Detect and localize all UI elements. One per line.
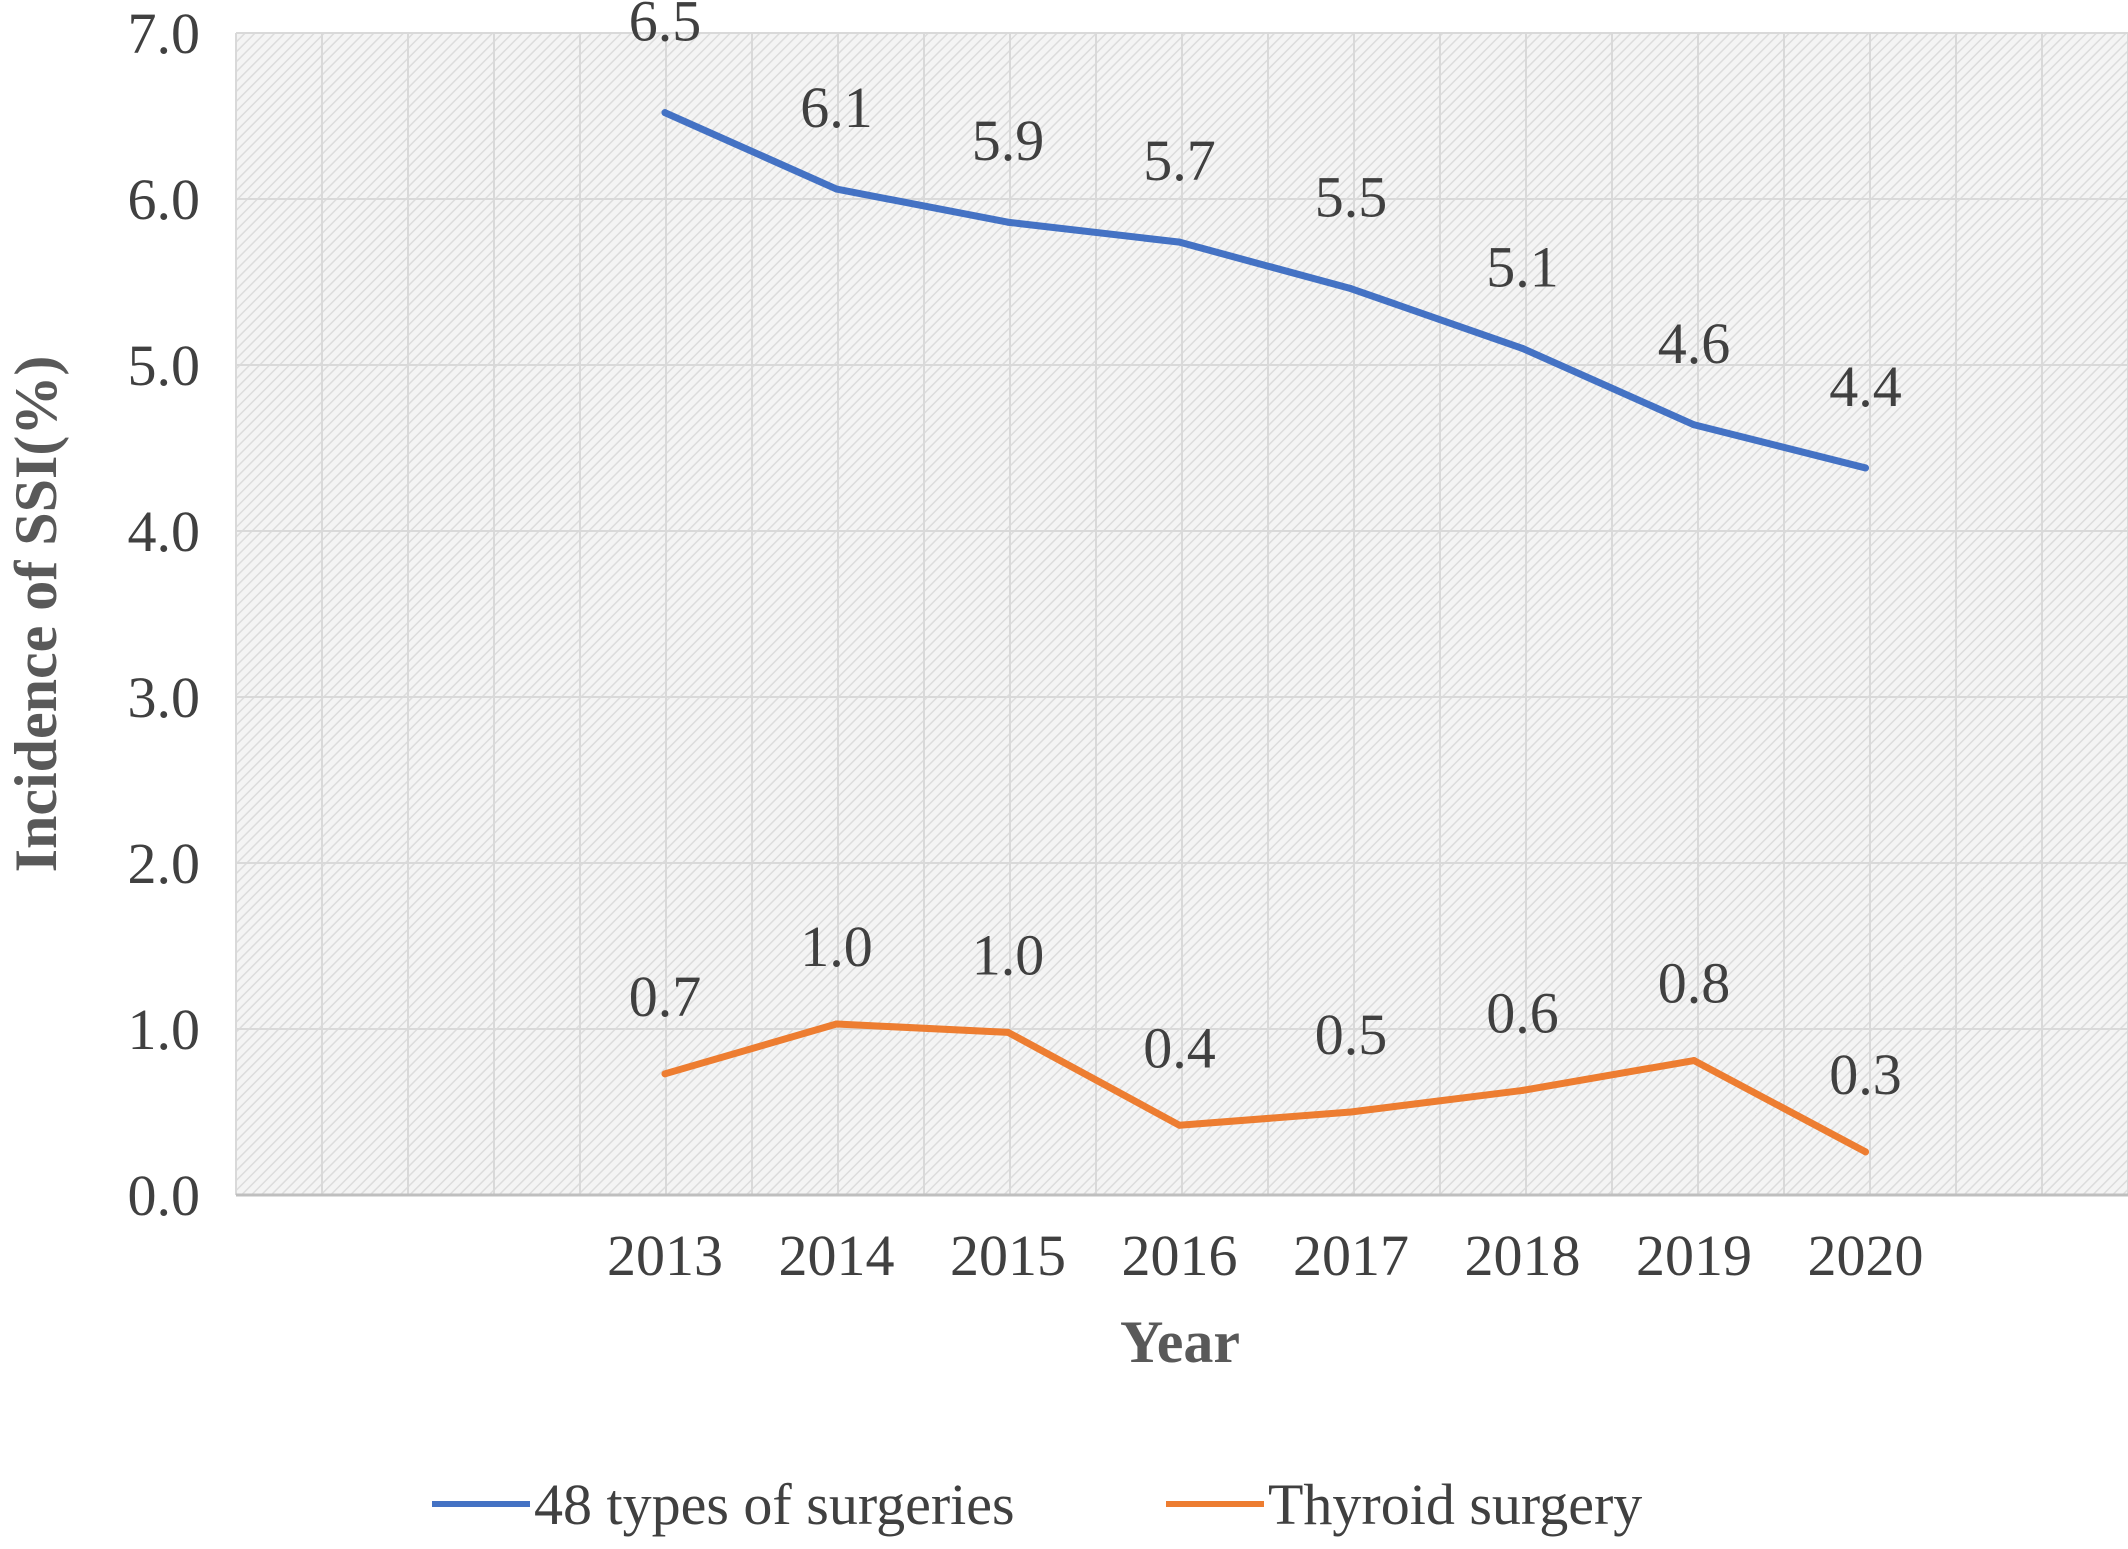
x-tick-label: 2015 (950, 1223, 1066, 1288)
data-point (1519, 1087, 1526, 1094)
x-tick-label: 2017 (1293, 1223, 1409, 1288)
legend-label-48-types: 48 types of surgeries (534, 1472, 1015, 1537)
y-tick-label: 5.0 (128, 333, 201, 398)
data-label: 6.5 (629, 0, 702, 54)
data-point (1005, 219, 1012, 226)
x-tick-label: 2014 (779, 1223, 895, 1288)
data-point (1519, 345, 1526, 352)
data-label: 4.6 (1658, 311, 1731, 376)
y-axis-title: Incidence of SSI(%) (3, 356, 69, 873)
data-label: 6.1 (800, 75, 873, 140)
data-point (1348, 1109, 1355, 1116)
data-label: 0.7 (629, 964, 702, 1029)
x-tick-label: 2018 (1465, 1223, 1581, 1288)
y-tick-label: 3.0 (128, 665, 201, 730)
y-tick-label: 2.0 (128, 831, 201, 896)
x-tick-label: 2019 (1636, 1223, 1752, 1288)
data-point (833, 1021, 840, 1028)
data-point (662, 1070, 669, 1077)
data-point (1691, 1057, 1698, 1064)
x-tick-label: 2013 (607, 1223, 723, 1288)
data-point (1862, 464, 1869, 471)
data-label: 0.3 (1829, 1042, 1902, 1107)
y-tick-label: 4.0 (128, 499, 201, 564)
x-axis-title: Year (1120, 1309, 1240, 1375)
data-label: 0.4 (1143, 1015, 1216, 1080)
y-tick-label: 0.0 (128, 1163, 201, 1228)
data-point (662, 109, 669, 116)
data-point (1691, 421, 1698, 428)
data-label: 1.0 (800, 914, 873, 979)
data-label: 1.0 (972, 922, 1045, 987)
y-tick-label: 6.0 (128, 167, 201, 232)
x-tick-label: 2020 (1808, 1223, 1924, 1288)
data-label: 5.9 (972, 108, 1045, 173)
x-tick-label: 2016 (1122, 1223, 1238, 1288)
data-label: 5.1 (1486, 234, 1559, 299)
data-point (833, 186, 840, 193)
data-label: 5.7 (1143, 128, 1216, 193)
y-tick-label: 1.0 (128, 997, 201, 1062)
data-point (1862, 1148, 1869, 1155)
data-label: 4.4 (1829, 354, 1902, 419)
y-tick-label: 7.0 (128, 1, 201, 66)
data-point (1348, 285, 1355, 292)
data-point (1176, 1122, 1183, 1129)
data-point (1176, 239, 1183, 246)
data-point (1005, 1029, 1012, 1036)
data-label: 0.8 (1658, 951, 1731, 1016)
data-label: 5.5 (1315, 165, 1388, 230)
legend: 48 types of surgeries Thyroid surgery (432, 1472, 1642, 1537)
data-label: 0.5 (1315, 1002, 1388, 1067)
legend-label-thyroid: Thyroid surgery (1268, 1472, 1642, 1537)
data-label: 0.6 (1486, 980, 1559, 1045)
